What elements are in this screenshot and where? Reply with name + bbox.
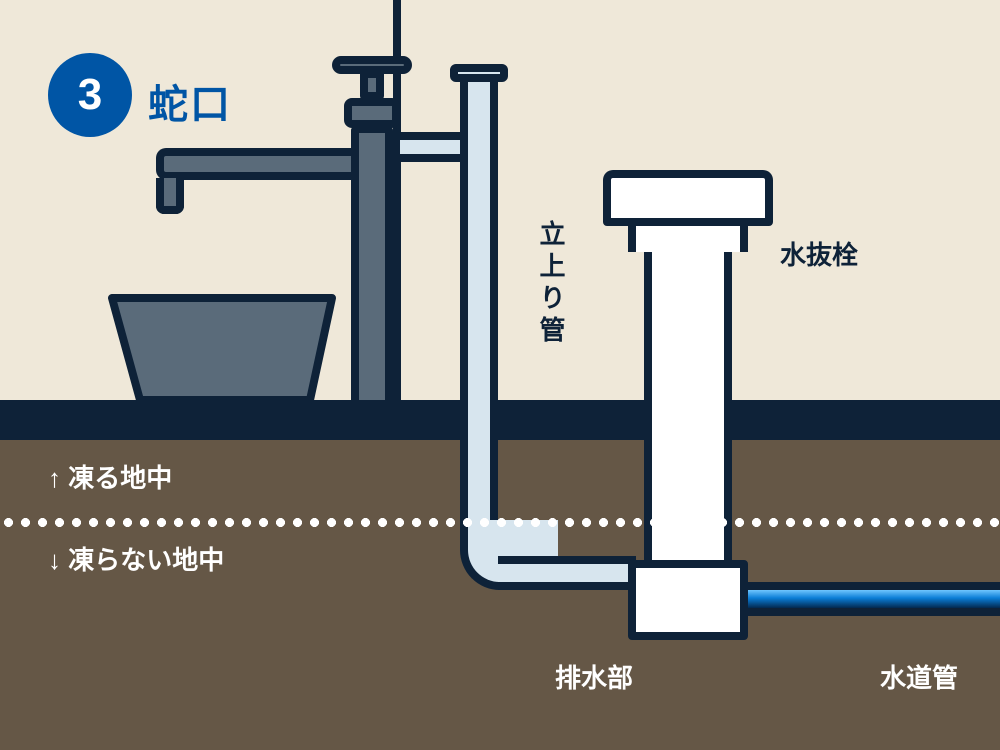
step-badge: 3 [48, 53, 132, 137]
label-valve: 水抜栓 [780, 235, 858, 272]
water-pipe [748, 582, 1000, 616]
label-water-pipe: 水道管 [880, 658, 958, 695]
riser-vertical [460, 78, 498, 520]
faucet-tip [156, 178, 184, 214]
riser-horizontal [498, 556, 636, 590]
sky-layer [0, 0, 1000, 400]
faucet-knob [332, 56, 412, 74]
faucet-post [351, 125, 393, 400]
diagram-title: 蛇口 [148, 72, 232, 130]
faucet-spout [156, 148, 356, 180]
faucet-cap [344, 98, 400, 128]
valve-cap [603, 170, 773, 226]
label-freeze: ↑ 凍る地中 [48, 458, 172, 495]
valve-base [628, 560, 748, 640]
riser-top-cap [450, 64, 508, 82]
valve-neck [628, 226, 748, 252]
diagram-stage: 3 蛇口立上り管 水抜栓排水部 水道管 ↑ 凍る地中 ↓ 凍らない地中 [0, 0, 1000, 750]
ground-band [0, 400, 1000, 440]
faucet-handle-stem [360, 70, 384, 100]
label-drain: 排水部 [555, 658, 633, 695]
label-nofreeze: ↓ 凍らない地中 [48, 540, 224, 577]
riser-connector [400, 132, 462, 162]
frost-line-divider [0, 518, 1000, 527]
label-riser: 立上り管 [533, 220, 570, 348]
valve-body [644, 226, 732, 560]
